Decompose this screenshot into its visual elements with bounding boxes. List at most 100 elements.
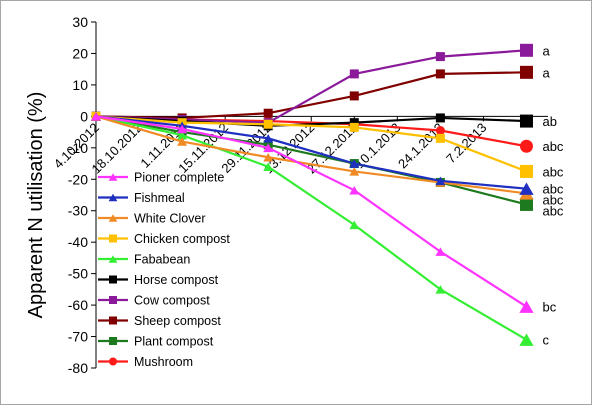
data-point	[435, 52, 445, 62]
data-point	[109, 296, 117, 304]
significance-label: abc	[542, 139, 563, 154]
data-point	[349, 220, 360, 230]
data-point	[435, 247, 446, 256]
y-tick-label: 20	[72, 45, 88, 61]
series-line	[95, 115, 528, 341]
data-point	[519, 333, 534, 346]
data-point	[349, 186, 360, 195]
legend-label: Horse compost	[134, 273, 219, 287]
data-point	[263, 152, 274, 162]
significance-label: abc	[542, 164, 563, 179]
y-axis: 30 20 10 0 -10 -20 -30 -40 -50 -60 -70 -80	[68, 14, 97, 376]
data-point	[177, 130, 188, 140]
data-point	[263, 119, 273, 129]
significance-label: c	[542, 333, 549, 348]
data-point	[263, 134, 274, 143]
legend-item: Mushroom	[98, 355, 193, 369]
y-tick-label: -50	[68, 266, 88, 282]
y-tick-label: -30	[68, 203, 88, 219]
y-tick-label: 0	[80, 108, 88, 124]
data-point	[519, 197, 533, 211]
data-point	[263, 143, 274, 153]
data-point	[109, 234, 117, 243]
legend-label: Cow compost	[134, 294, 210, 308]
data-point	[435, 69, 445, 79]
data-point	[519, 43, 533, 57]
data-point	[519, 182, 534, 195]
legend-item: Chicken compost	[98, 232, 230, 246]
data-point	[108, 193, 118, 202]
data-point	[109, 357, 117, 366]
data-point	[349, 118, 359, 128]
significance-label: abc	[542, 193, 563, 208]
data-point	[519, 114, 533, 128]
data-point	[519, 65, 533, 79]
y-tick-label: -20	[68, 171, 88, 187]
series-line	[95, 115, 527, 190]
data-point	[435, 113, 445, 123]
data-point	[435, 176, 446, 186]
significance-label: ab	[542, 114, 556, 129]
legend-label: Sheep compost	[134, 314, 221, 328]
y-tick-label: -40	[68, 234, 88, 250]
data-point	[109, 275, 117, 284]
series-pioner-complete	[91, 112, 534, 313]
data-point	[109, 316, 117, 325]
data-point	[519, 164, 533, 178]
series-line	[95, 115, 528, 308]
legend-item: White Clover	[98, 212, 206, 226]
y-tick-label: -70	[68, 329, 88, 345]
y-tick-label: -80	[68, 360, 88, 376]
significance-label: a	[542, 65, 550, 80]
data-point	[519, 300, 534, 313]
legend-item: Fababean	[98, 253, 190, 267]
legend-label: Mushroom	[134, 355, 193, 369]
legend-label: Fababean	[134, 253, 190, 267]
y-axis-label: Apparent N utilisation (%)	[25, 92, 47, 319]
data-point	[435, 126, 445, 136]
significance-label: abc	[542, 182, 563, 197]
legend-item: Cow compost	[98, 294, 210, 308]
series-line	[95, 49, 527, 124]
significance-label: abc	[542, 204, 563, 219]
data-point	[109, 337, 117, 345]
y-tick-label: 10	[72, 77, 88, 93]
data-point	[349, 91, 359, 101]
data-point	[435, 133, 445, 143]
data-point	[349, 159, 360, 168]
legend-item: Fishmeal	[98, 191, 185, 205]
data-point	[108, 173, 118, 181]
legend-label: Plant compost	[134, 335, 214, 349]
data-point	[108, 214, 118, 222]
y-tick-label: -10	[68, 140, 88, 156]
data-point	[263, 108, 273, 118]
series-line	[95, 115, 527, 206]
series-line	[95, 115, 527, 173]
significance-label: bc	[542, 300, 556, 315]
legend-item: Pioner complete	[98, 171, 224, 185]
series-group	[91, 43, 534, 346]
data-point	[435, 285, 446, 294]
series-line	[95, 115, 527, 127]
series-line	[95, 71, 527, 120]
data-point	[349, 69, 359, 79]
data-point	[519, 139, 533, 153]
data-point	[91, 112, 101, 121]
legend-label: White Clover	[134, 212, 206, 226]
y-tick-label: 30	[72, 14, 88, 30]
legend-label: Fishmeal	[134, 191, 185, 205]
data-point	[263, 162, 274, 171]
y-tick-label: -60	[68, 297, 88, 313]
data-point	[349, 167, 360, 176]
legend-label: Chicken compost	[134, 232, 230, 246]
legend-item: Plant compost	[98, 335, 214, 349]
data-point	[177, 137, 188, 146]
significance-label: a	[542, 43, 550, 58]
legend-item: Sheep compost	[98, 314, 221, 328]
data-point	[349, 122, 359, 132]
series-line	[95, 115, 527, 195]
